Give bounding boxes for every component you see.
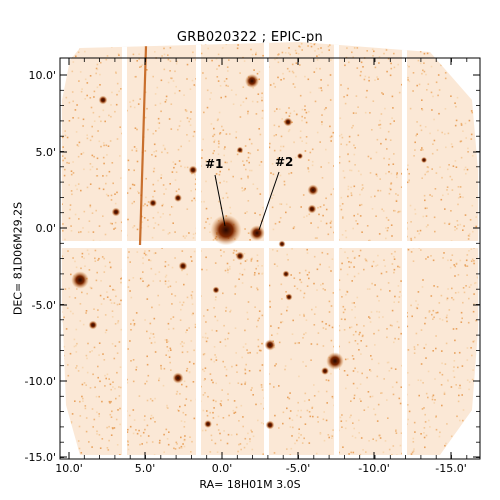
y-tick-label: -15.0' [25, 451, 57, 464]
annotation-label-2: #2 [275, 155, 293, 169]
y-tick-label: -5.0' [32, 299, 57, 312]
x-tick-label: 10.0' [55, 462, 83, 475]
x-ray-source [235, 251, 245, 261]
field-background [62, 42, 478, 455]
x-ray-source [249, 225, 265, 241]
x-ray-source [244, 73, 260, 89]
y-tick-label: -10.0' [25, 375, 57, 388]
x-ray-source [210, 214, 242, 246]
x-ray-source [321, 367, 329, 375]
axis-ticks: 10.0' 5.0' 0.0' -5.0' -10.0' -15.0'10.0'5.0'0… [25, 58, 480, 475]
x-ray-source [420, 156, 428, 164]
annotation-line-1 [214, 174, 226, 227]
x-tick-label: 5.0' [135, 462, 156, 475]
y-tick-label: 0.0' [35, 222, 56, 235]
x-ray-source [174, 194, 182, 202]
x-ray-source [307, 184, 319, 196]
x-ray-source [285, 293, 293, 301]
x-ray-source [283, 117, 293, 127]
x-ray-source [149, 199, 157, 207]
x-ray-source [172, 372, 184, 384]
x-ray-source [98, 95, 108, 105]
x-ray-source [188, 165, 198, 175]
x-tick-label: -15.0' [435, 462, 467, 475]
x-ray-source [71, 271, 89, 289]
x-ray-source [88, 320, 98, 330]
x-ray-source [236, 146, 244, 154]
x-ray-source [278, 240, 286, 248]
readout-streak [138, 45, 148, 246]
annotation-line-2 [258, 171, 280, 231]
y-tick-label: 10.0' [28, 69, 56, 82]
x-ray-source [326, 352, 344, 370]
chip-gaps [62, 42, 478, 455]
annotation-label-1: #1 [205, 157, 223, 171]
x-ray-source [265, 420, 275, 430]
detector-field [62, 42, 478, 455]
x-ray-source [282, 270, 290, 278]
x-ray-source [264, 339, 276, 351]
x-axis-label: RA= 18H01M 3.0S [199, 478, 301, 491]
x-ray-sources [71, 73, 428, 430]
y-axis-label: DEC= 81D06M29.2S [11, 201, 25, 316]
x-tick-label: 0.0' [212, 462, 233, 475]
figure-title: GRB020322 ; EPIC-pn [176, 30, 324, 45]
x-ray-source [178, 261, 188, 271]
y-tick-label: 5.0' [35, 146, 56, 159]
x-tick-label: -5.0' [286, 462, 311, 475]
x-ray-source [204, 420, 212, 428]
x-ray-source [212, 286, 220, 294]
x-ray-source [296, 152, 304, 160]
x-ray-source [111, 207, 121, 217]
x-ray-source [307, 204, 317, 214]
x-tick-label: -10.0' [358, 462, 390, 475]
